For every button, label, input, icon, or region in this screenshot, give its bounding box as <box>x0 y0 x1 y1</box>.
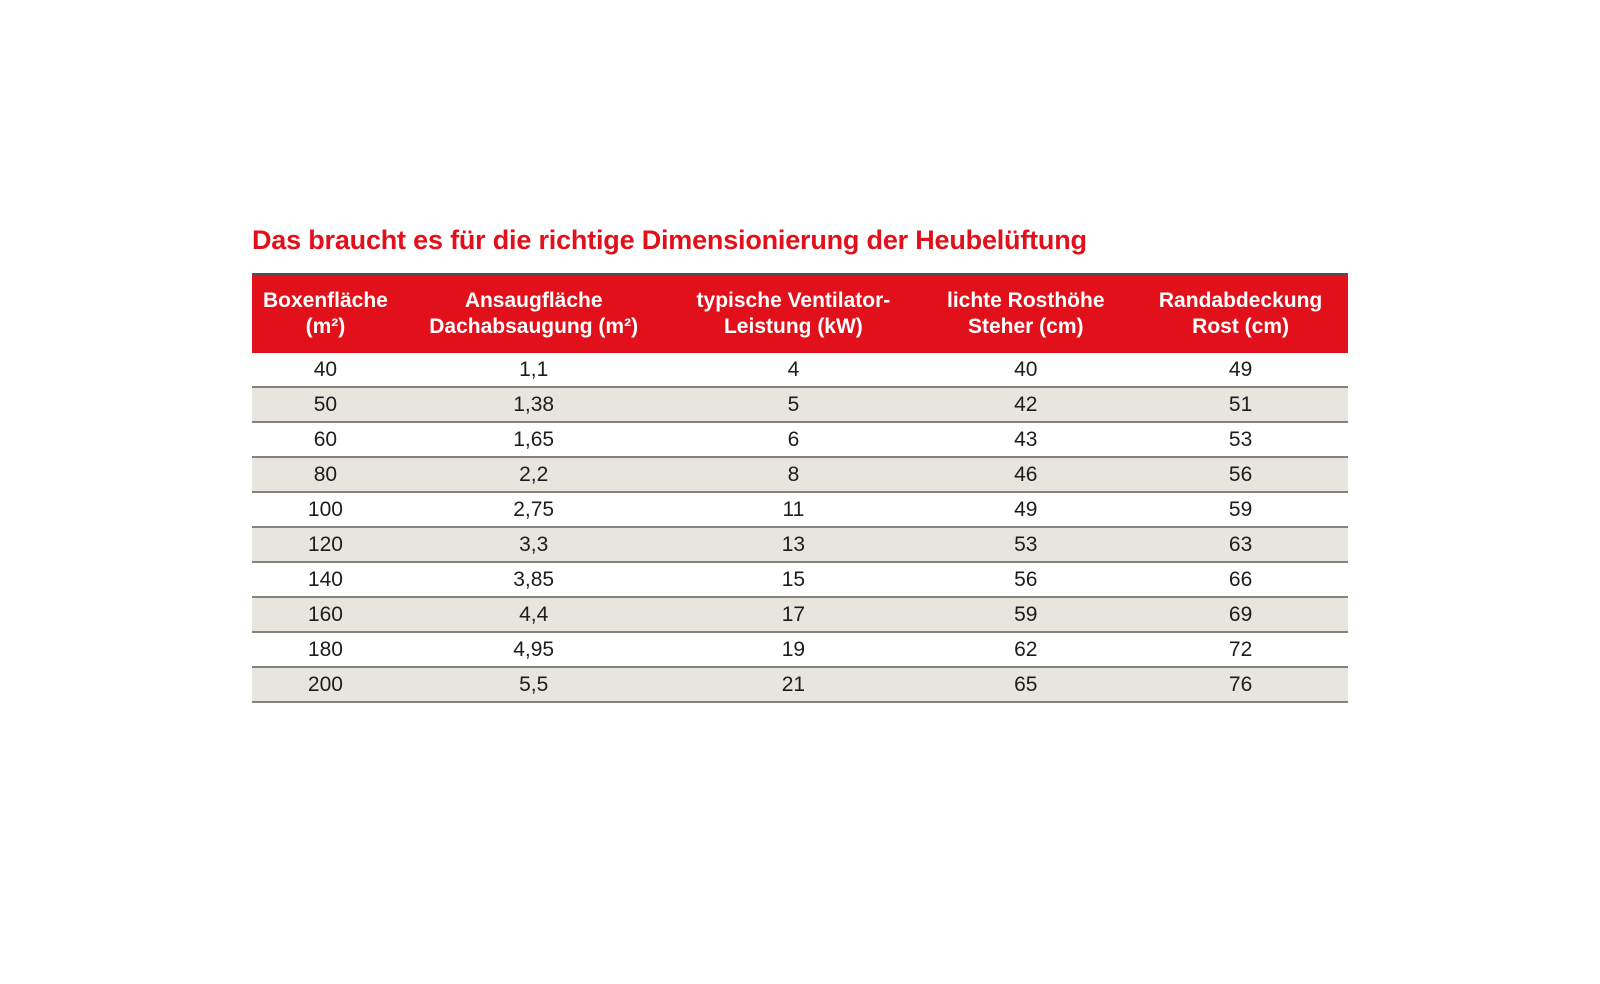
table-cell: 1,1 <box>398 353 669 388</box>
table-cell: 56 <box>1133 457 1348 493</box>
table-cell: 46 <box>918 457 1134 493</box>
column-header-line: Boxenfläche <box>262 289 388 312</box>
column-header-boxenflaeche: Boxenfläche (m²) <box>252 274 399 353</box>
table-cell: 8 <box>668 457 919 493</box>
table-cell: 65 <box>918 667 1134 703</box>
table-row: 120 3,3 13 53 63 <box>252 527 1348 563</box>
table-cell: 140 <box>252 562 399 598</box>
table-cell: 3,85 <box>398 562 669 598</box>
column-header-line: Ansaugfläche <box>464 289 603 312</box>
table-cell: 69 <box>1133 597 1348 633</box>
column-header-line: Steher (cm) <box>967 315 1084 338</box>
table-cell: 160 <box>252 597 399 633</box>
table-cell: 4,95 <box>398 632 669 668</box>
table-cell: 5 <box>668 387 919 423</box>
table-cell: 15 <box>668 562 919 598</box>
table-cell: 59 <box>1133 492 1348 528</box>
table-cell: 53 <box>1133 422 1348 458</box>
table-cell: 100 <box>252 492 399 528</box>
column-header-rosthoehe: lichte Rosthöhe Steher (cm) <box>918 274 1134 353</box>
column-header-line: Rost (cm) <box>1192 315 1289 338</box>
table-row: 160 4,4 17 59 69 <box>252 597 1348 633</box>
table-cell: 50 <box>252 387 399 423</box>
table-cell: 200 <box>252 667 399 703</box>
table-cell: 40 <box>252 353 399 388</box>
table-cell: 40 <box>918 353 1134 388</box>
table-cell: 49 <box>1133 353 1348 388</box>
table-cell: 6 <box>668 422 919 458</box>
table-row: 100 2,75 11 49 59 <box>252 492 1348 528</box>
table-row: 80 2,2 8 46 56 <box>252 457 1348 493</box>
table-cell: 72 <box>1133 632 1348 668</box>
table-cell: 4,4 <box>398 597 669 633</box>
table-row: 50 1,38 5 42 51 <box>252 387 1348 423</box>
column-header-line: (m²) <box>305 315 346 338</box>
table-cell: 53 <box>918 527 1134 563</box>
table-row: 60 1,65 6 43 53 <box>252 422 1348 458</box>
table-cell: 19 <box>668 632 919 668</box>
table-cell: 21 <box>668 667 919 703</box>
table-cell: 51 <box>1133 387 1348 423</box>
table-cell: 2,75 <box>398 492 669 528</box>
table-row: 180 4,95 19 62 72 <box>252 632 1348 668</box>
table-cell: 4 <box>668 353 919 388</box>
column-header-ventilator-leistung: typische Ventilator- Leistung (kW) <box>668 274 919 353</box>
figure-title: Das braucht es für die richtige Dimensio… <box>252 225 1087 255</box>
table-cell: 63 <box>1133 527 1348 563</box>
column-header-line: Leistung (kW) <box>723 315 863 338</box>
table-cell: 66 <box>1133 562 1348 598</box>
table-cell: 62 <box>918 632 1134 668</box>
table-header-row: Boxenfläche (m²) Ansaugfläche Dachabsaug… <box>252 274 1348 353</box>
hay-ventilation-table-figure: Das braucht es für die richtige Dimensio… <box>252 225 1348 703</box>
column-header-line: typische Ventilator- <box>696 289 891 312</box>
table-cell: 56 <box>918 562 1134 598</box>
table-cell: 2,2 <box>398 457 669 493</box>
table-cell: 120 <box>252 527 399 563</box>
table-header: Boxenfläche (m²) Ansaugfläche Dachabsaug… <box>252 274 1348 353</box>
table-cell: 76 <box>1133 667 1348 703</box>
table-cell: 80 <box>252 457 399 493</box>
table-cell: 3,3 <box>398 527 669 563</box>
table-cell: 11 <box>668 492 919 528</box>
table-cell: 59 <box>918 597 1134 633</box>
column-header-line: lichte Rosthöhe <box>946 289 1105 312</box>
table-cell: 5,5 <box>398 667 669 703</box>
column-header-line: Randabdeckung <box>1158 289 1323 312</box>
column-header-line: Dachabsaugung (m²) <box>429 315 639 338</box>
table-cell: 17 <box>668 597 919 633</box>
column-header-randabdeckung: Randabdeckung Rost (cm) <box>1133 274 1348 353</box>
table-row: 140 3,85 15 56 66 <box>252 562 1348 598</box>
table-cell: 1,65 <box>398 422 669 458</box>
column-header-ansaugflaeche: Ansaugfläche Dachabsaugung (m²) <box>398 274 669 353</box>
table-row: 40 1,1 4 40 49 <box>252 353 1348 388</box>
table-cell: 180 <box>252 632 399 668</box>
table-cell: 13 <box>668 527 919 563</box>
table-cell: 1,38 <box>398 387 669 423</box>
table-cell: 43 <box>918 422 1134 458</box>
table-cell: 42 <box>918 387 1134 423</box>
table-body: 40 1,1 4 40 49 50 1,38 5 42 51 60 1,65 6 43 53 80 2,2 8 46… <box>252 353 1348 703</box>
table-cell: 60 <box>252 422 399 458</box>
dimensioning-table: Boxenfläche (m²) Ansaugfläche Dachabsaug… <box>252 273 1348 703</box>
table-cell: 49 <box>918 492 1134 528</box>
table-row: 200 5,5 21 65 76 <box>252 667 1348 703</box>
